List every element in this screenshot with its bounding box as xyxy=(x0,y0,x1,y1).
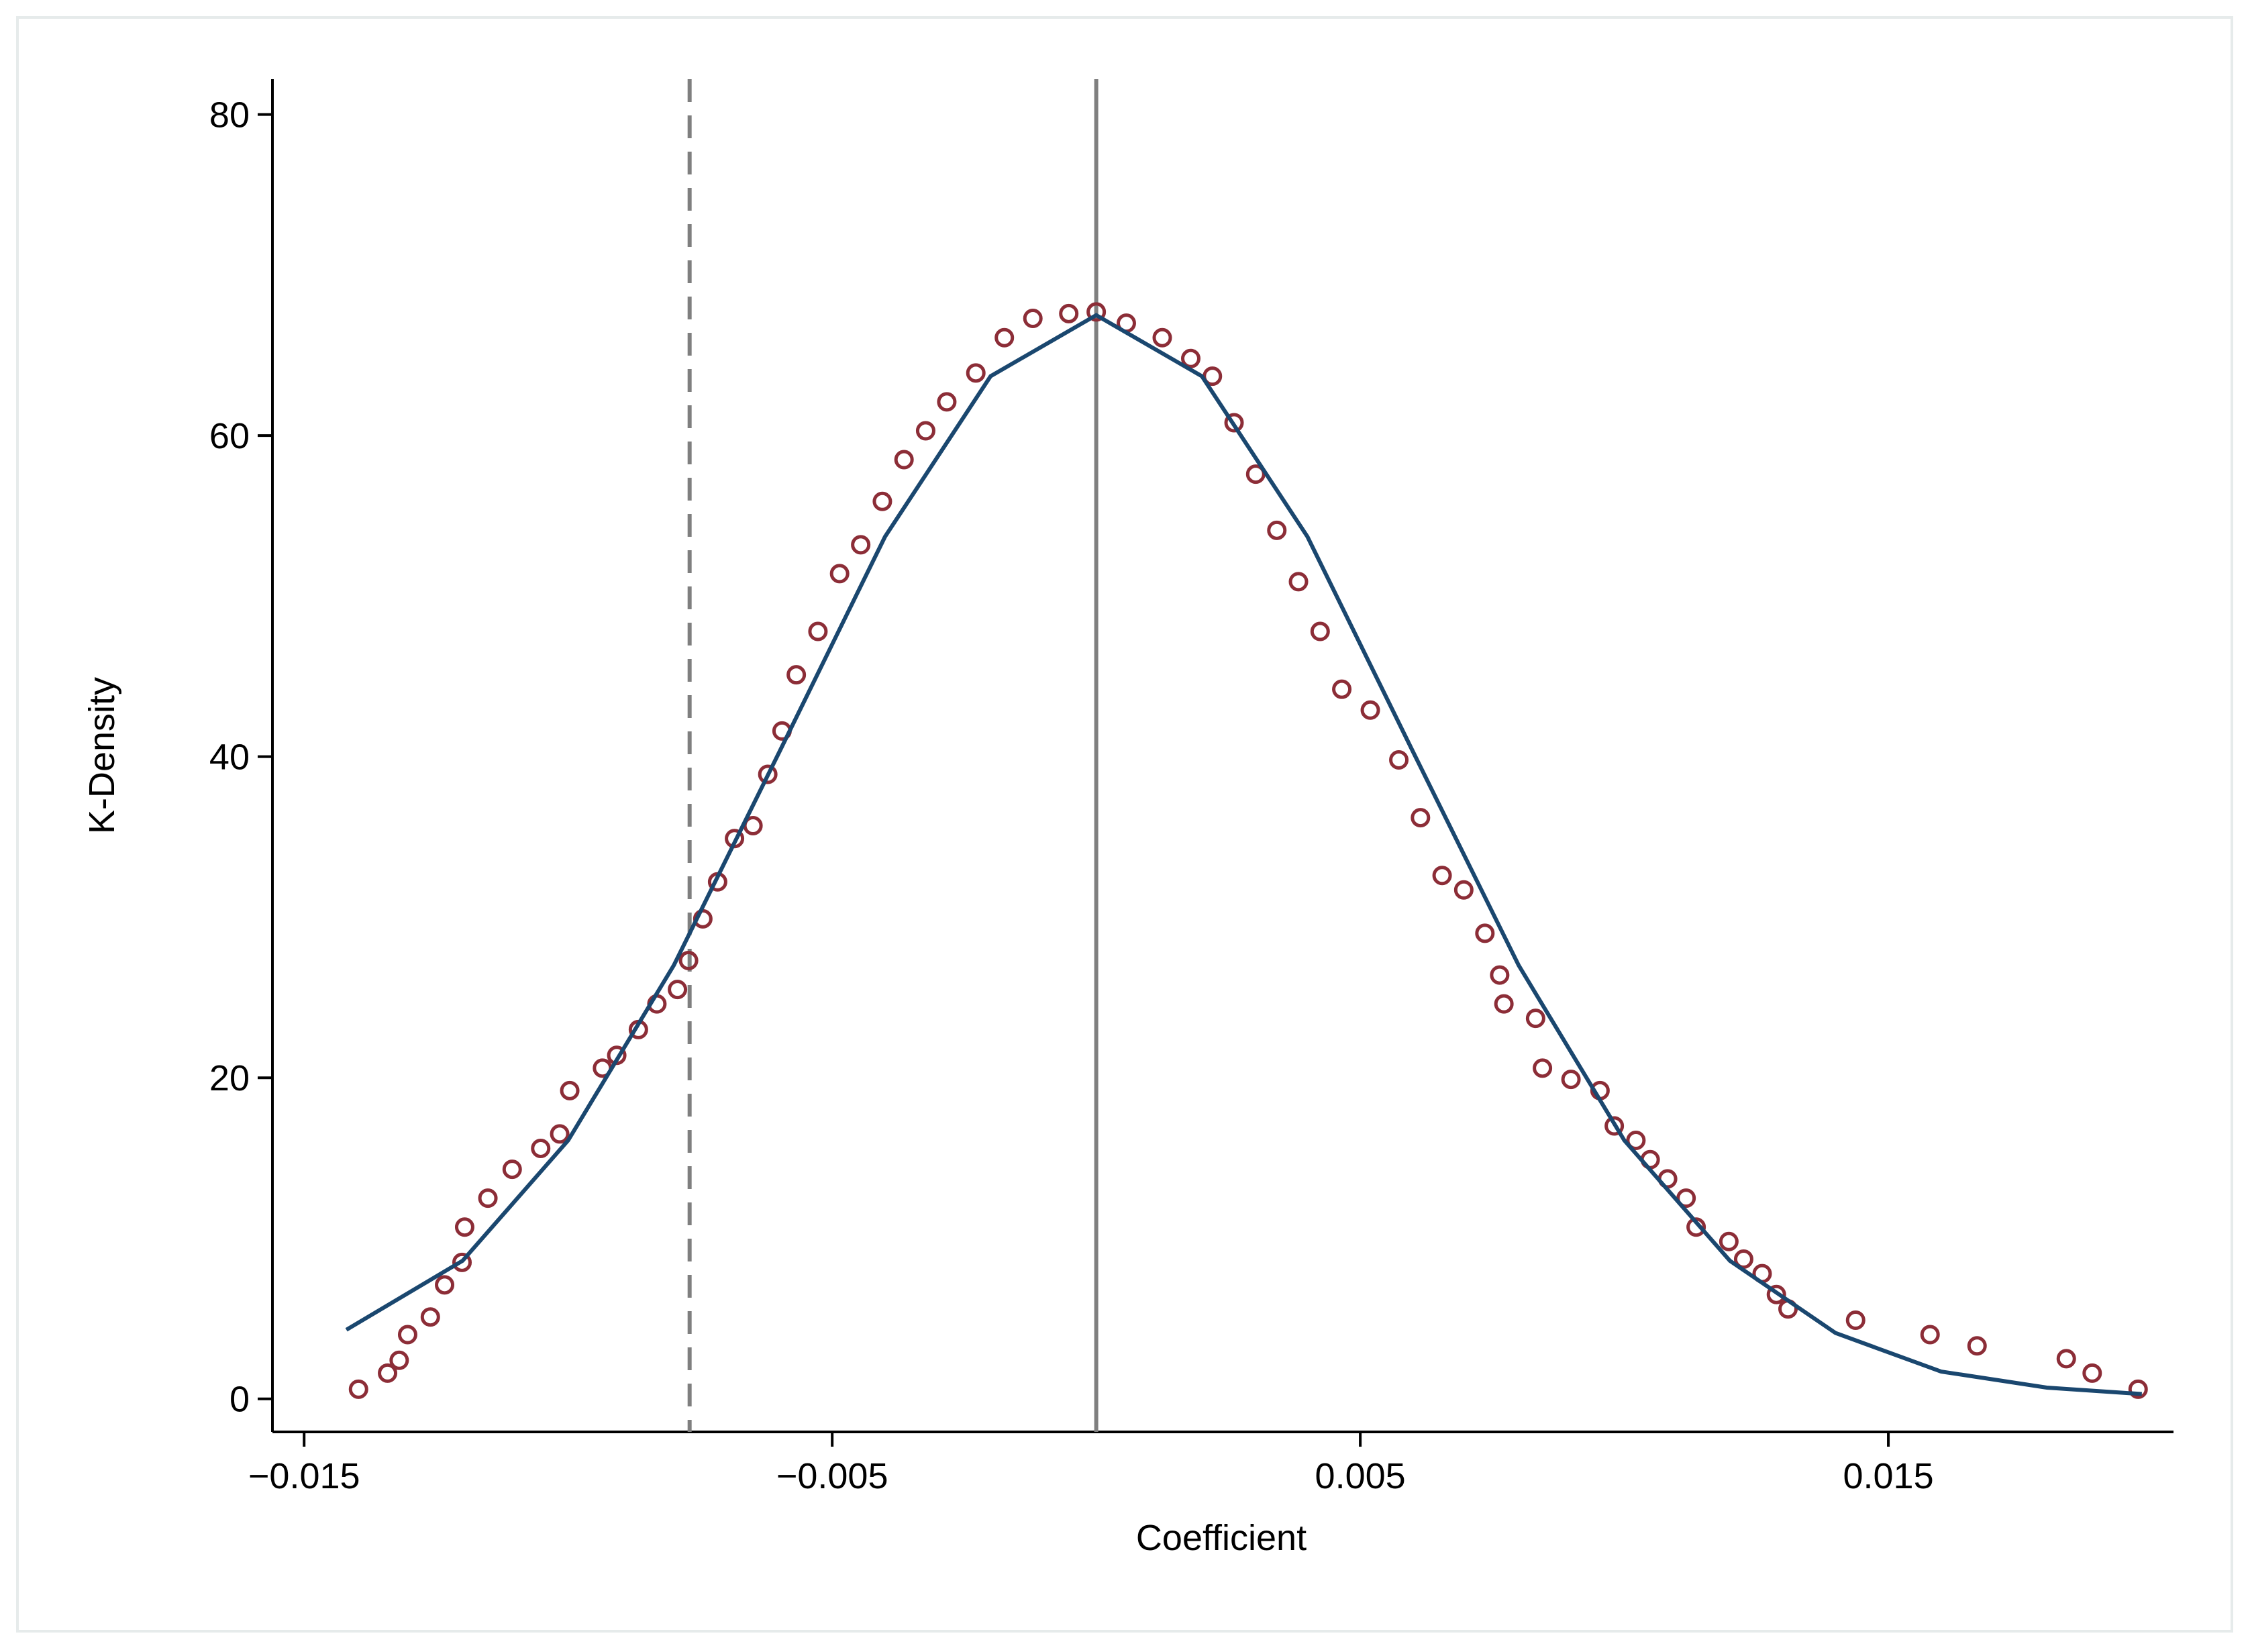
scatter-point xyxy=(389,1350,409,1370)
scatter-point xyxy=(1203,366,1223,386)
scatter-point xyxy=(872,491,892,511)
scatter-point xyxy=(452,1252,472,1272)
scatter-point xyxy=(1023,308,1043,328)
y-tick-label: 40 xyxy=(209,737,250,778)
scatter-point xyxy=(435,1275,455,1295)
density-curve xyxy=(345,313,2142,1396)
scatter-point xyxy=(894,450,914,470)
scatter-point xyxy=(1494,994,1514,1014)
scatter-point xyxy=(808,621,828,641)
scatter-point xyxy=(668,980,688,1000)
scatter-point xyxy=(454,1217,474,1237)
scatter-point xyxy=(1288,572,1309,592)
scatter-point xyxy=(994,327,1015,348)
scatter-point xyxy=(348,1379,368,1399)
scatter-point xyxy=(1389,750,1409,770)
scatter-point xyxy=(678,951,699,971)
scatter-point xyxy=(1533,1058,1553,1078)
scatter-point xyxy=(2128,1379,2148,1399)
x-tick-label: −0.015 xyxy=(248,1456,360,1496)
scatter-point xyxy=(478,1188,498,1208)
scatter-point xyxy=(1561,1070,1581,1090)
scatter-point xyxy=(1967,1336,1987,1356)
y-tick-label: 60 xyxy=(209,416,250,456)
scatter-point xyxy=(1432,866,1452,886)
scatter-point xyxy=(1733,1249,1753,1270)
scatter-point xyxy=(1310,621,1330,641)
scatter-point xyxy=(1475,923,1495,943)
scatter-point xyxy=(1490,965,1510,985)
scatter-point xyxy=(1086,302,1107,322)
scatter-point xyxy=(1245,464,1266,484)
scatter-point xyxy=(397,1325,417,1345)
scatter-point xyxy=(966,363,986,383)
scatter-point xyxy=(786,665,807,685)
x-tick-label: 0.015 xyxy=(1843,1456,1933,1496)
scatter-point xyxy=(851,535,871,555)
scatter-point xyxy=(550,1124,570,1144)
scatter-point xyxy=(1845,1310,1865,1330)
scatter-point xyxy=(1453,880,1474,900)
scatter-point xyxy=(502,1159,522,1180)
y-tick-label: 80 xyxy=(209,95,250,136)
scatter-point xyxy=(937,392,957,412)
scatter-point xyxy=(2056,1349,2076,1369)
scatter-point xyxy=(1332,679,1352,699)
scatter-point xyxy=(1525,1009,1545,1029)
scatter-point xyxy=(531,1138,551,1158)
x-axis-title: Coefficient xyxy=(1136,1518,1307,1558)
y-tick-label: 0 xyxy=(229,1380,250,1420)
scatter-point xyxy=(829,564,850,584)
scatter-point xyxy=(1719,1231,1739,1251)
y-axis-title: K-Density xyxy=(82,677,122,834)
scatter-point xyxy=(378,1363,398,1383)
scatter-point xyxy=(1411,808,1431,828)
scatter-point xyxy=(1152,327,1172,348)
scatter-point xyxy=(1626,1131,1646,1151)
scatter-point xyxy=(1180,348,1200,368)
scatter-point xyxy=(1686,1217,1706,1237)
frame xyxy=(16,16,2233,1633)
x-tick-label: −0.005 xyxy=(776,1456,888,1496)
scatter-point xyxy=(1676,1188,1696,1208)
scatter-point xyxy=(758,764,778,784)
scatter-point xyxy=(1224,413,1244,433)
x-tick-label: 0.005 xyxy=(1315,1456,1406,1496)
scatter-point xyxy=(1920,1325,1940,1345)
scatter-point xyxy=(1604,1116,1625,1136)
scatter-point xyxy=(1766,1284,1786,1304)
scatter-point xyxy=(1267,520,1287,540)
scatter-point xyxy=(1059,303,1079,323)
scatter-point xyxy=(915,421,935,441)
scatter-point xyxy=(1360,700,1380,720)
scatter-point xyxy=(560,1080,580,1100)
y-tick-label: 20 xyxy=(209,1058,250,1098)
scatter-point xyxy=(2082,1363,2102,1383)
scatter-point xyxy=(420,1307,440,1327)
